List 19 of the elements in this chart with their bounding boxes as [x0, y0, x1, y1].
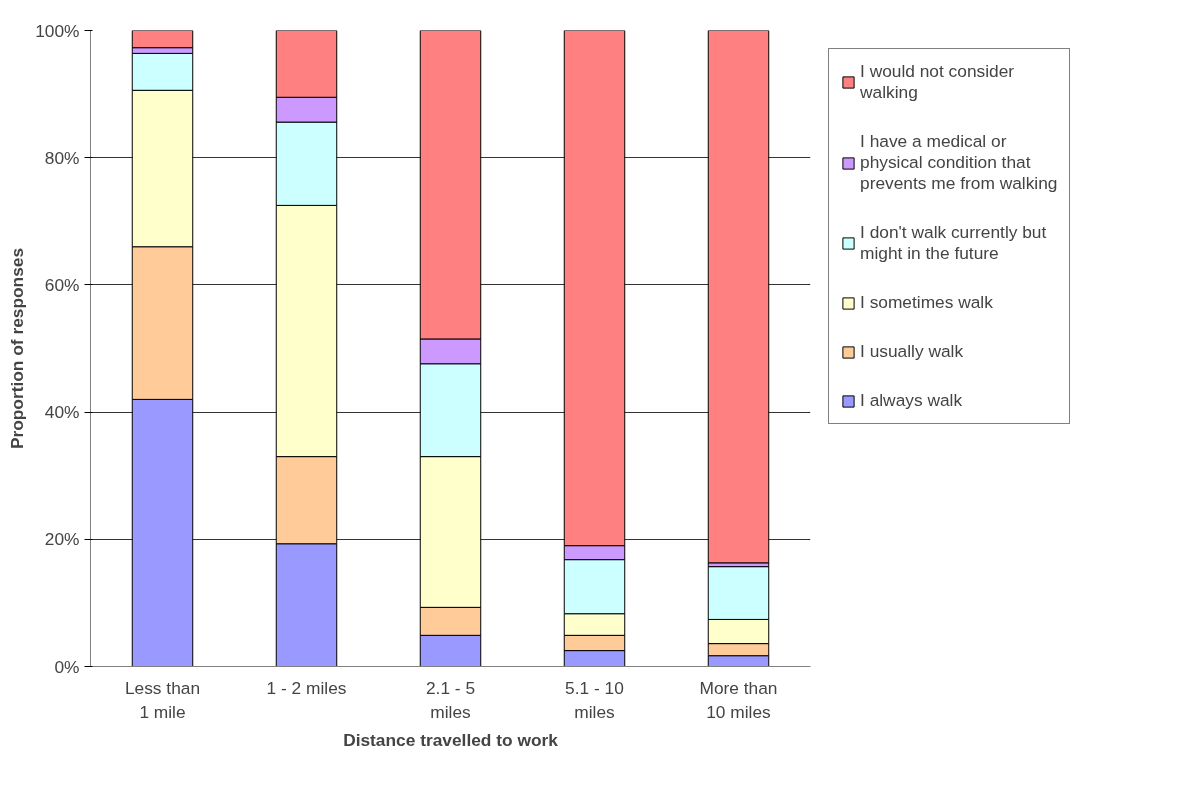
legend-label: I would not consider walking [860, 61, 1015, 103]
legend-label: I don't walk currently but might in the future [860, 222, 1047, 264]
y-tick-label: 60% [44, 274, 80, 295]
y-tick-label: 80% [44, 147, 80, 168]
y-axis-title: Proportion of responses [7, 247, 28, 450]
x-axis-title: Distance travelled to work [343, 729, 559, 750]
legend-label: I have a medical or physical condition that prevents me from walking [860, 131, 1058, 194]
x-tick-label: 5.1 - 10 miles [565, 677, 624, 722]
y-tick-label: 0% [54, 656, 80, 677]
x-tick-label: 1 - 2 miles [266, 677, 347, 698]
x-tick-label: More than 10 miles [699, 677, 778, 722]
legend-label: I sometimes walk [860, 292, 993, 313]
x-tick-label: Less than 1 mile [124, 677, 201, 722]
y-tick-label: 40% [44, 402, 80, 423]
legend-label: I always walk [860, 390, 963, 411]
legend-label: I usually walk [860, 341, 964, 362]
x-tick-label: 2.1 - 5 miles [425, 677, 476, 722]
y-tick-label: 20% [44, 529, 80, 550]
y-tick-label: 100% [35, 20, 80, 41]
